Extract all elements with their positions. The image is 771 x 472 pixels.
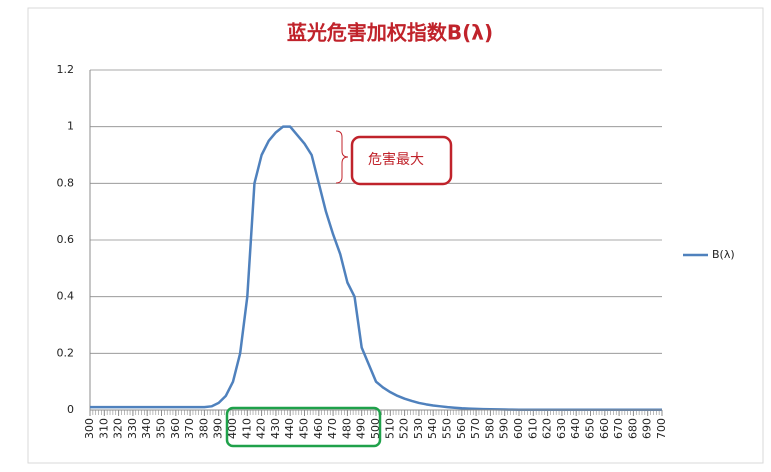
chart-frame bbox=[27, 7, 764, 464]
x-tick-label: 380 bbox=[197, 418, 210, 439]
x-tick-label: 320 bbox=[112, 418, 125, 439]
x-tick-label: 550 bbox=[441, 418, 454, 439]
x-tick-label: 530 bbox=[412, 418, 425, 439]
x-tick-label: 310 bbox=[97, 418, 110, 439]
x-tick-label: 510 bbox=[383, 418, 396, 439]
x-tick-label: 640 bbox=[569, 418, 582, 439]
x-tick-label: 430 bbox=[269, 418, 282, 439]
x-tick-label: 570 bbox=[469, 418, 482, 439]
x-tick-label: 600 bbox=[512, 418, 525, 439]
x-tick-label: 680 bbox=[626, 418, 639, 439]
y-tick-label: 0.4 bbox=[57, 290, 75, 303]
x-tick-label: 700 bbox=[655, 418, 668, 439]
brace bbox=[335, 130, 349, 184]
x-tick-label: 400 bbox=[226, 418, 239, 439]
x-tick-label: 340 bbox=[140, 418, 153, 439]
y-tick-label: 0.2 bbox=[57, 346, 75, 359]
x-tick-label: 390 bbox=[212, 418, 225, 439]
x-tick-label: 450 bbox=[298, 418, 311, 439]
x-tick-label: 610 bbox=[526, 418, 539, 439]
y-tick-label: 0.8 bbox=[57, 176, 75, 189]
y-tick-label: 0 bbox=[67, 403, 74, 416]
x-tick-label: 420 bbox=[255, 418, 268, 439]
x-tick-label: 460 bbox=[312, 418, 325, 439]
annotation-box bbox=[350, 135, 453, 186]
x-tick-label: 480 bbox=[340, 418, 353, 439]
x-tick-label: 330 bbox=[126, 418, 139, 439]
x-tick-label: 360 bbox=[169, 418, 182, 439]
x-tick-label: 520 bbox=[398, 418, 411, 439]
x-tick-label: 350 bbox=[155, 418, 168, 439]
x-tick-label: 490 bbox=[355, 418, 368, 439]
x-tick-label: 660 bbox=[598, 418, 611, 439]
x-tick-label: 650 bbox=[584, 418, 597, 439]
x-tick-label: 630 bbox=[555, 418, 568, 439]
x-tick-label: 370 bbox=[183, 418, 196, 439]
x-tick-label: 560 bbox=[455, 418, 468, 439]
x-tick-label: 440 bbox=[283, 418, 296, 439]
x-tick-label: 620 bbox=[541, 418, 554, 439]
x-tick-label: 300 bbox=[83, 418, 96, 439]
chart-title: 蓝光危害加权指数B(λ) bbox=[287, 21, 493, 45]
x-tick-label: 590 bbox=[498, 418, 511, 439]
highlight-box bbox=[225, 406, 382, 448]
x-tick-label: 670 bbox=[612, 418, 625, 439]
x-tick-label: 540 bbox=[426, 418, 439, 439]
x-tick-label: 690 bbox=[641, 418, 654, 439]
x-tick-label: 410 bbox=[240, 418, 253, 439]
y-tick-label: 1 bbox=[67, 120, 74, 133]
legend-label: B(λ) bbox=[712, 248, 735, 261]
y-tick-label: 1.2 bbox=[57, 63, 75, 76]
x-tick-label: 580 bbox=[483, 418, 496, 439]
annotation: 危害最大 bbox=[368, 152, 424, 168]
y-tick-label: 0.6 bbox=[57, 233, 75, 246]
x-tick-label: 470 bbox=[326, 418, 339, 439]
